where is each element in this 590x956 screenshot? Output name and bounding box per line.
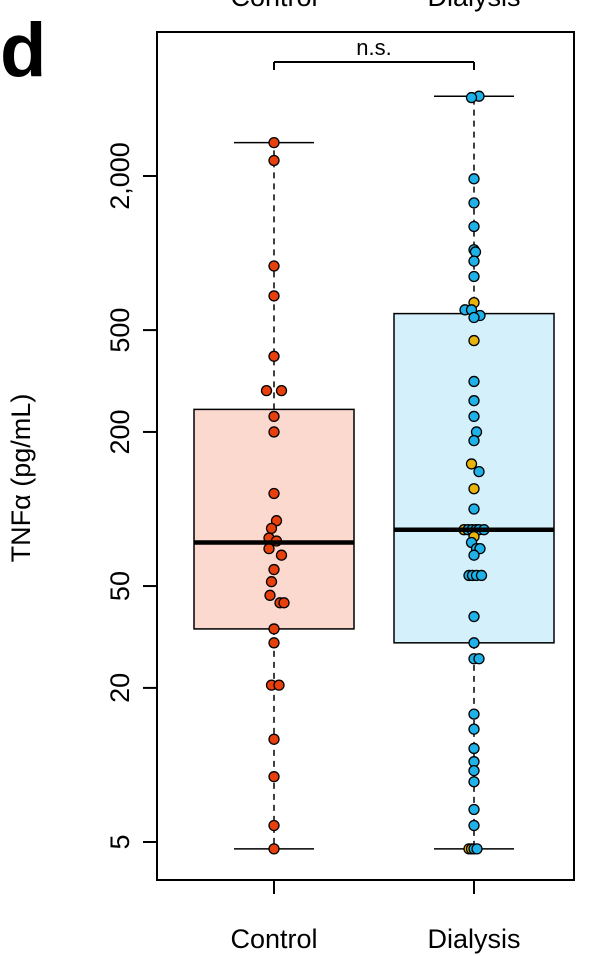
point-dialysis-45: [468, 742, 480, 755]
point-dialysis-13: [468, 311, 480, 324]
plot-area: [193, 90, 555, 855]
y-tick-label-1: 20: [105, 673, 135, 703]
point-dialysis-38: [475, 569, 488, 582]
point-dialysis-3: [468, 197, 480, 209]
point-dialysis-49: [468, 803, 480, 816]
point-control-6: [275, 384, 288, 397]
point-dialysis-15: [468, 375, 480, 388]
point-dialysis-7: [468, 255, 480, 267]
point-dialysis-4: [468, 220, 480, 233]
point-control-24: [273, 679, 285, 691]
y-tick-label-4: 500: [105, 308, 135, 353]
point-control-2: [268, 260, 280, 272]
point-control-27: [268, 819, 280, 832]
point-control-1: [268, 154, 280, 167]
point-control-4: [268, 350, 280, 362]
point-control-14: [263, 542, 275, 555]
point-dialysis-43: [468, 708, 480, 720]
point-control-11: [265, 522, 278, 535]
point-dialysis-2: [468, 173, 480, 185]
point-dialysis-39: [468, 610, 480, 623]
y-axis-title: TNFα (pg/mL): [6, 394, 36, 563]
point-control-10: [270, 515, 283, 527]
point-control-15: [275, 549, 288, 561]
y-tick-label-5: 2,000: [105, 142, 135, 210]
point-control-28: [268, 843, 280, 855]
point-dialysis-54: [471, 843, 483, 855]
point-dialysis-14: [468, 334, 480, 347]
point-dialysis-42: [473, 653, 485, 665]
point-control-3: [268, 290, 280, 302]
point-dialysis-17: [468, 410, 480, 423]
point-dialysis-40: [468, 637, 480, 649]
point-control-25: [268, 733, 280, 745]
point-dialysis-22: [468, 483, 480, 495]
point-control-21: [268, 623, 280, 635]
point-dialysis-6: [469, 246, 482, 258]
point-control-8: [268, 426, 280, 438]
point-control-16: [268, 563, 280, 576]
y-tick-label-0: 5: [105, 834, 135, 849]
point-control-22: [268, 637, 280, 649]
point-dialysis-44: [468, 723, 480, 735]
point-dialysis-48: [468, 776, 480, 788]
point-dialysis-20: [465, 458, 478, 470]
plot-frame: [156, 31, 575, 881]
point-control-26: [268, 771, 280, 783]
top-label-dialysis: Dialysis: [427, 0, 520, 12]
point-dialysis-1: [465, 91, 478, 104]
box-dialysis: [393, 312, 555, 644]
panel-label: d: [0, 8, 46, 93]
x-tick-label-control: Control: [230, 924, 317, 954]
significance-label: n.s.: [356, 35, 391, 60]
y-tick-label-2: 50: [105, 571, 135, 601]
point-control-7: [268, 410, 280, 423]
point-control-9: [268, 487, 280, 500]
point-dialysis-47: [468, 765, 480, 777]
point-control-0: [268, 136, 280, 149]
point-dialysis-21: [473, 465, 485, 478]
point-control-18: [264, 589, 276, 601]
point-dialysis-19: [468, 434, 480, 447]
point-dialysis-50: [468, 819, 480, 832]
point-dialysis-16: [468, 395, 480, 407]
point-control-17: [265, 576, 278, 588]
point-control-20: [278, 597, 290, 609]
x-tick-label-dialysis: Dialysis: [427, 924, 520, 954]
point-control-5: [260, 384, 273, 397]
y-tick-label-3: 200: [105, 409, 135, 454]
point-dialysis-8: [468, 270, 480, 283]
point-dialysis-34: [468, 549, 480, 561]
top-label-control: Control: [230, 0, 317, 12]
point-dialysis-23: [468, 503, 480, 515]
